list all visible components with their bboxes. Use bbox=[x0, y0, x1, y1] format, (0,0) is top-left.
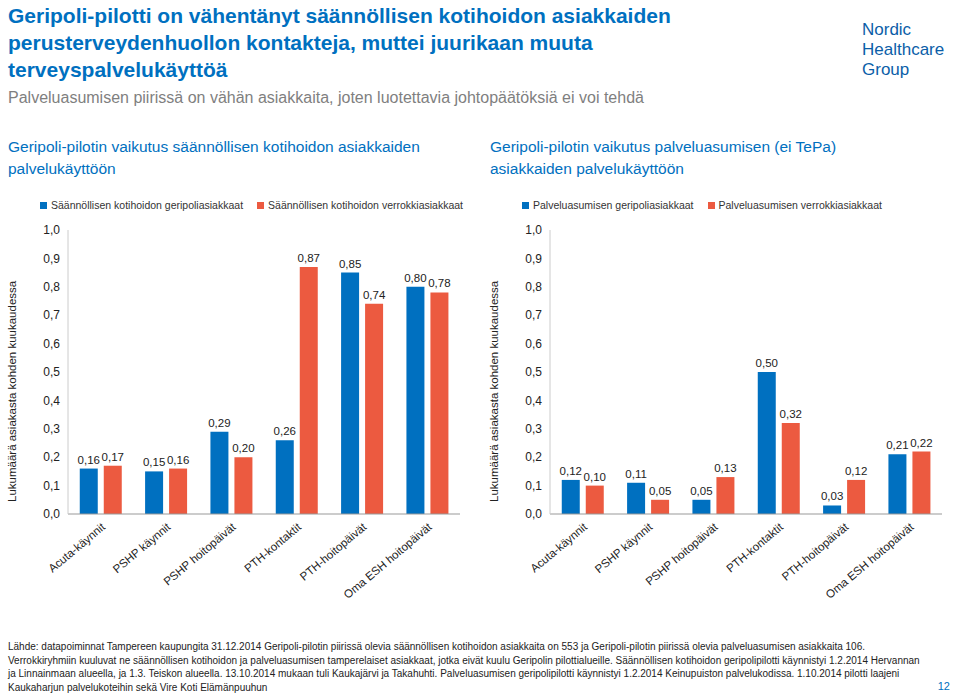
svg-text:0,16: 0,16 bbox=[167, 454, 189, 466]
svg-text:0,5: 0,5 bbox=[525, 365, 542, 379]
svg-text:PSHP käynnit: PSHP käynnit bbox=[111, 520, 174, 575]
svg-text:Lukumäärä asiakasta kohden kuu: Lukumäärä asiakasta kohden kuukaudessa bbox=[488, 280, 500, 502]
svg-text:0,4: 0,4 bbox=[43, 394, 60, 408]
svg-text:0,16: 0,16 bbox=[78, 454, 100, 466]
svg-text:0,6: 0,6 bbox=[43, 337, 60, 351]
svg-text:0,3: 0,3 bbox=[525, 422, 542, 436]
svg-text:0,50: 0,50 bbox=[756, 357, 778, 369]
svg-text:0,2: 0,2 bbox=[43, 450, 60, 464]
svg-text:0,1: 0,1 bbox=[43, 479, 60, 493]
svg-text:1,0: 1,0 bbox=[525, 223, 542, 237]
svg-text:PTH-hoitopäivät: PTH-hoitopäivät bbox=[780, 520, 851, 583]
html-text:Geripoli-pilotin vaikutus sään: Geripoli-pilotin vaikutus säännöllisen k… bbox=[8, 138, 420, 177]
svg-text:Acuta-käynnit: Acuta-käynnit bbox=[528, 520, 590, 574]
svg-text:0,9: 0,9 bbox=[525, 252, 542, 266]
svg-text:PSHP hoitopäivät: PSHP hoitopäivät bbox=[161, 520, 238, 588]
svg-text:0,0: 0,0 bbox=[43, 507, 60, 521]
svg-text:PSHP käynnit: PSHP käynnit bbox=[593, 520, 656, 575]
html-text:Healthcare: Healthcare bbox=[862, 40, 945, 59]
svg-text:Lukumäärä asiakasta kohden kuu: Lukumäärä asiakasta kohden kuukaudessa bbox=[8, 280, 18, 502]
svg-text:0,3: 0,3 bbox=[43, 422, 60, 436]
svg-text:0,9: 0,9 bbox=[43, 252, 60, 266]
svg-text:0,12: 0,12 bbox=[560, 465, 582, 477]
svg-text:0,1: 0,1 bbox=[525, 479, 542, 493]
html-text:Geripoli-pilotin vaikutus palv: Geripoli-pilotin vaikutus palveluasumise… bbox=[490, 138, 837, 177]
html-text:Lähde: datapoiminnat Tampereen: Lähde: datapoiminnat Tampereen kaupungit… bbox=[8, 641, 920, 693]
svg-text:0,26: 0,26 bbox=[274, 425, 296, 437]
svg-text:0,20: 0,20 bbox=[232, 442, 254, 454]
svg-text:PTH-kontaktit: PTH-kontaktit bbox=[242, 520, 304, 574]
html-text:Säännöllisen kotihoidon geripo: Säännöllisen kotihoidon geripoliasiakkaa… bbox=[51, 199, 243, 211]
html-text:Palveluasumisen verrokkiasiakk: Palveluasumisen verrokkiasiakkaat bbox=[718, 199, 882, 211]
svg-text:PSHP hoitopäivät: PSHP hoitopäivät bbox=[643, 520, 720, 588]
svg-text:0,10: 0,10 bbox=[584, 471, 606, 483]
svg-text:PTH-hoitopäivät: PTH-hoitopäivät bbox=[298, 520, 369, 583]
svg-text:0,32: 0,32 bbox=[780, 408, 802, 420]
html-text:Säännöllisen kotihoidon verrok: Säännöllisen kotihoidon verrokkiasiakkaa… bbox=[268, 199, 463, 211]
svg-text:0,21: 0,21 bbox=[886, 439, 908, 451]
html-text:Geripoli-pilotti on vähentänyt: Geripoli-pilotti on vähentänyt säännölli… bbox=[8, 4, 671, 81]
svg-text:0,13: 0,13 bbox=[714, 462, 736, 474]
svg-text:0,80: 0,80 bbox=[404, 272, 426, 284]
svg-text:Acuta-käynnit: Acuta-käynnit bbox=[46, 520, 108, 574]
svg-text:0,17: 0,17 bbox=[102, 451, 124, 463]
svg-text:0,29: 0,29 bbox=[208, 417, 230, 429]
svg-text:0,03: 0,03 bbox=[821, 490, 843, 502]
svg-text:0,2: 0,2 bbox=[525, 450, 542, 464]
svg-text:0,74: 0,74 bbox=[363, 289, 386, 301]
svg-text:0,8: 0,8 bbox=[43, 280, 60, 294]
html-text:Palveluasumisen piirissä on vä: Palveluasumisen piirissä on vähän asiakk… bbox=[8, 89, 644, 106]
html-text:Palveluasumisen geripoliasiakk: Palveluasumisen geripoliasiakkaat bbox=[533, 199, 694, 211]
svg-text:0,22: 0,22 bbox=[910, 437, 932, 449]
html-text:Group: Group bbox=[862, 60, 910, 79]
svg-text:0,0: 0,0 bbox=[525, 507, 542, 521]
svg-text:0,85: 0,85 bbox=[339, 258, 361, 270]
svg-text:0,4: 0,4 bbox=[525, 394, 542, 408]
svg-text:0,11: 0,11 bbox=[625, 468, 647, 480]
svg-text:0,05: 0,05 bbox=[690, 485, 712, 497]
svg-text:0,87: 0,87 bbox=[298, 252, 320, 264]
svg-text:0,78: 0,78 bbox=[428, 277, 450, 289]
svg-text:0,12: 0,12 bbox=[845, 465, 867, 477]
svg-text:0,5: 0,5 bbox=[43, 365, 60, 379]
svg-text:0,8: 0,8 bbox=[525, 280, 542, 294]
svg-text:0,6: 0,6 bbox=[525, 337, 542, 351]
svg-text:0,15: 0,15 bbox=[143, 456, 165, 468]
svg-text:1,0: 1,0 bbox=[43, 223, 60, 237]
svg-text:0,7: 0,7 bbox=[525, 308, 542, 322]
svg-text:0,7: 0,7 bbox=[43, 308, 60, 322]
svg-text:Oma ESH hoitopäivät: Oma ESH hoitopäivät bbox=[823, 520, 916, 601]
html-text:12: 12 bbox=[937, 680, 950, 692]
html-text:Nordic: Nordic bbox=[862, 20, 912, 39]
svg-text:Oma ESH hoitopäivät: Oma ESH hoitopäivät bbox=[341, 520, 434, 601]
svg-text:PTH-kontaktit: PTH-kontaktit bbox=[724, 520, 786, 574]
svg-text:0,05: 0,05 bbox=[649, 485, 671, 497]
